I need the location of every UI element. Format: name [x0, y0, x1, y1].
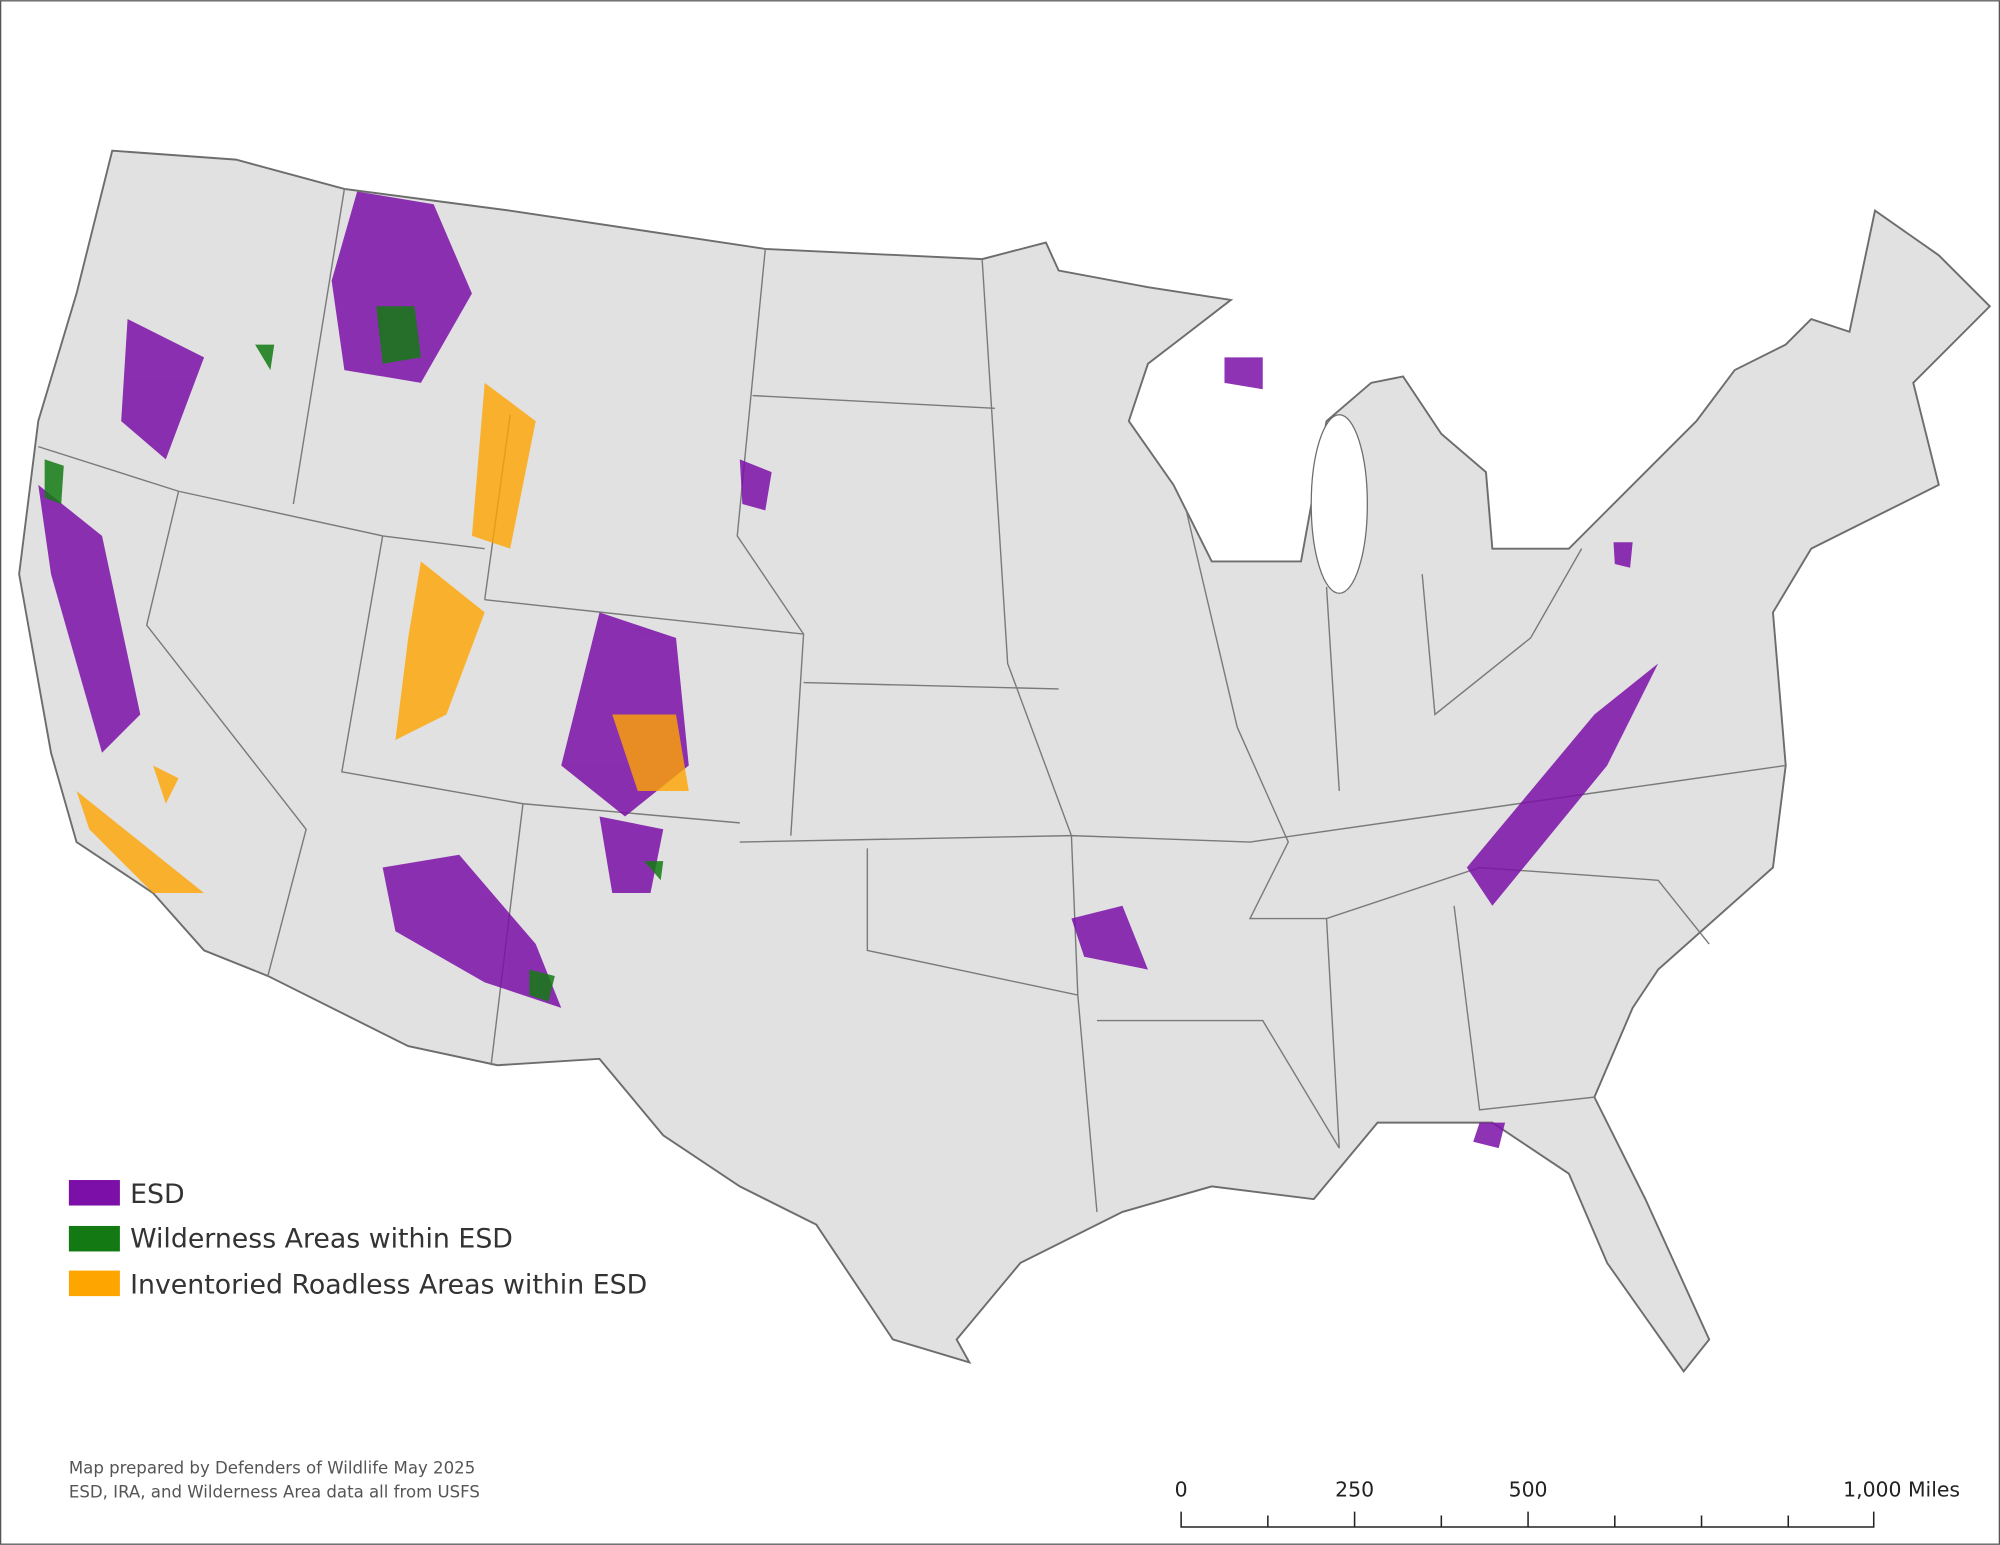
state-borders	[38, 188, 1786, 1212]
legend-label: Wilderness Areas within ESD	[130, 1224, 513, 1255]
legend-swatch	[68, 1180, 120, 1206]
ira-areas	[76, 382, 689, 894]
scale-bar: 0 250 500 1,000 Miles	[1175, 1477, 1960, 1528]
scale-label: 0	[1175, 1477, 1188, 1501]
us-map	[18, 149, 1992, 1373]
lake-michigan	[1310, 414, 1368, 594]
credits: Map prepared by Defenders of Wildlife Ma…	[69, 1458, 480, 1501]
legend-label: Inventoried Roadless Areas within ESD	[130, 1270, 647, 1301]
credit-line: ESD, IRA, and Wilderness Area data all f…	[69, 1483, 480, 1502]
scale-line	[1180, 1511, 1875, 1528]
credit-line: Map prepared by Defenders of Wildlife Ma…	[69, 1458, 475, 1477]
legend-label: ESD	[130, 1179, 185, 1210]
legend-swatch	[68, 1225, 120, 1252]
scale-label: 250	[1335, 1477, 1374, 1501]
scale-label: 500	[1509, 1477, 1548, 1501]
scale-label: 1,000 Miles	[1843, 1477, 1960, 1501]
legend: ESD Wilderness Areas within ESD Inventor…	[68, 1179, 647, 1301]
legend-swatch	[68, 1270, 120, 1297]
wilderness-areas	[44, 306, 664, 1002]
